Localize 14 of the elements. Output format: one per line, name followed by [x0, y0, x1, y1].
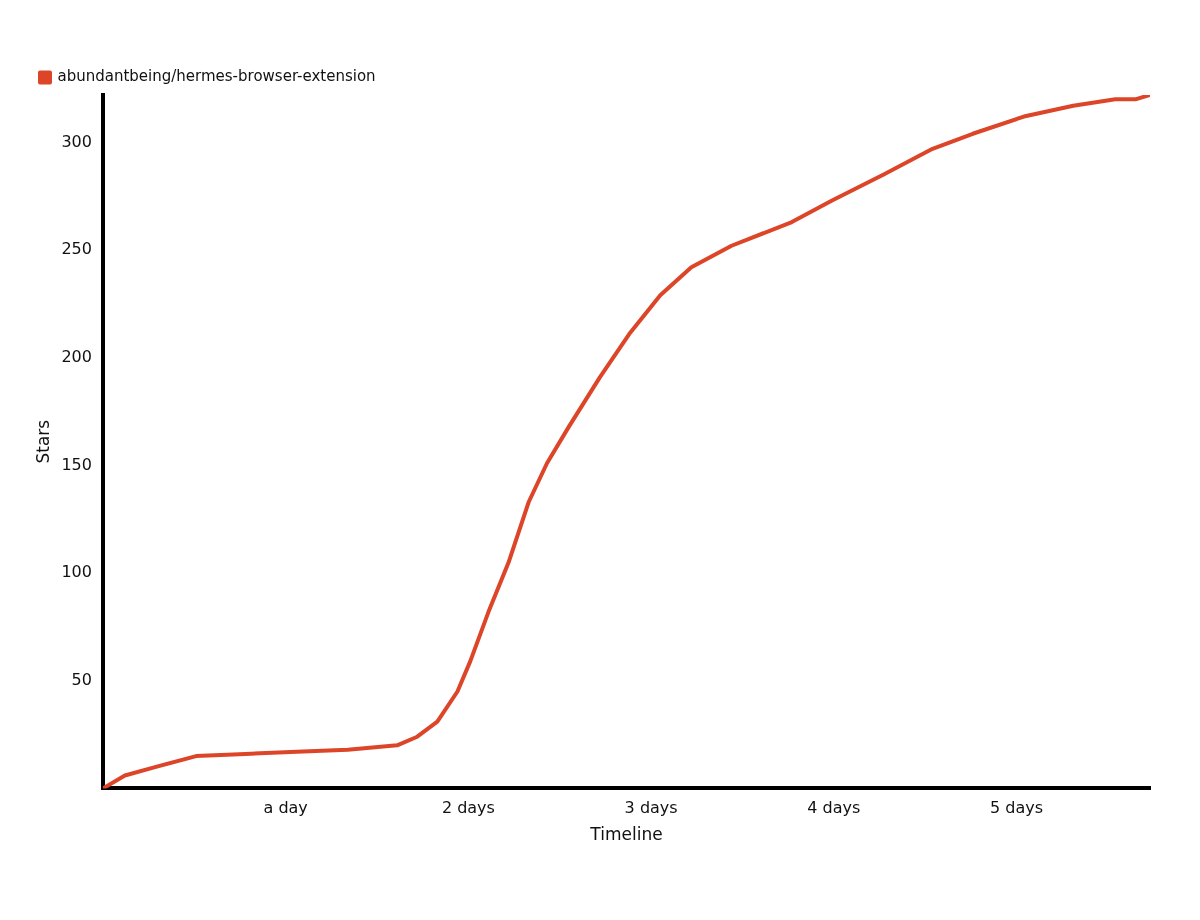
y-tick-label: 100 — [61, 562, 92, 582]
x-tick-label: 4 days — [807, 798, 861, 818]
x-tick-label: 5 days — [990, 798, 1044, 818]
y-tick-label: 50 — [71, 669, 92, 689]
y-tick-label: 200 — [61, 346, 92, 366]
x-tick-label: 2 days — [441, 798, 495, 818]
x-axis-title: Timeline — [589, 824, 663, 845]
x-tick-label: 3 days — [624, 798, 678, 818]
legend-label: abundantbeing/hermes-browser-extension — [57, 67, 376, 86]
y-tick-label: 300 — [61, 131, 92, 151]
y-tick-label: 150 — [61, 454, 92, 474]
y-axis-title: Stars — [32, 419, 53, 464]
x-tick-label: a day — [263, 798, 308, 818]
y-tick-label: 250 — [61, 239, 92, 259]
